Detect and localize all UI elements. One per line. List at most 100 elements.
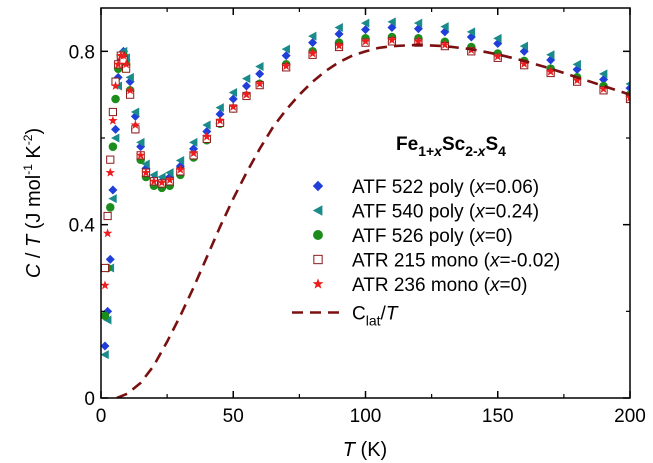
data-point	[228, 88, 238, 97]
data-point	[572, 59, 581, 69]
data-point	[102, 228, 113, 238]
series-layer	[101, 17, 630, 398]
data-point	[255, 69, 265, 79]
y-axis-unit-close: )	[23, 128, 45, 135]
ticks-layer: 0 50 100 150 200 0 0.4 0.8	[69, 8, 646, 427]
data-point	[108, 142, 118, 151]
data-point	[165, 168, 174, 178]
x-tick-label: 200	[614, 406, 646, 427]
data-point	[215, 103, 224, 113]
data-point	[493, 33, 502, 43]
data-point	[440, 22, 449, 32]
legend-item-6: Clat/T	[292, 304, 399, 329]
data-point	[598, 84, 609, 94]
y-tick-label: 0.4	[69, 216, 96, 237]
y-axis-label: C / T (J mol-1 K-2)	[21, 128, 45, 278]
y-tick-label: 0	[84, 389, 95, 410]
data-point	[360, 36, 371, 46]
data-point	[255, 62, 264, 71]
y-axis-sep: /	[23, 247, 45, 264]
legend-label-var: x	[489, 251, 501, 272]
data-point	[157, 177, 167, 187]
legend-label: ATF 522 poly (x=0.06)	[352, 177, 539, 198]
legend-label-var: x	[474, 177, 486, 198]
legend-label-var: x	[474, 226, 486, 247]
legend-marker	[313, 254, 323, 265]
data-point	[110, 81, 121, 90]
data-point	[281, 44, 290, 54]
legend: ATF 522 poly (x=0.06)ATF 540 poly (x=0.2…	[292, 177, 560, 329]
data-point	[572, 75, 582, 85]
data-point	[108, 194, 117, 204]
data-point	[334, 29, 344, 39]
legend-marker	[312, 278, 324, 289]
legend-item-5: ATR 236 mono (x=0)	[312, 275, 527, 296]
data-point	[125, 85, 135, 95]
data-point	[103, 315, 112, 325]
legend-title-fe: Fe	[396, 134, 418, 155]
legend-title-sub3: 2-	[465, 143, 478, 159]
data-point	[493, 51, 503, 61]
data-point	[202, 131, 212, 141]
legend-label-sep: /	[381, 304, 387, 325]
legend-label-post: =0.24)	[485, 202, 539, 223]
data-point	[519, 58, 529, 68]
data-point	[546, 50, 555, 60]
data-point	[334, 40, 344, 50]
data-point	[121, 59, 131, 69]
data-point	[545, 66, 556, 76]
legend-title-sub2: x	[433, 143, 443, 159]
data-point	[308, 31, 317, 41]
legend-title-sub5: 4	[498, 143, 506, 159]
data-point	[215, 115, 225, 125]
legend-label-post: =0)	[499, 275, 527, 296]
data-point	[125, 72, 134, 82]
data-point	[165, 175, 175, 185]
data-point	[175, 156, 185, 166]
y-axis-unit-sup1: -1	[21, 164, 35, 175]
data-point	[202, 120, 211, 130]
y-axis-unit-sup2: -2	[21, 134, 35, 145]
x-tick-label: 0	[96, 406, 107, 427]
data-point	[108, 115, 118, 125]
legend-title-sub4: x	[477, 143, 487, 159]
data-point	[141, 167, 151, 177]
data-point	[111, 133, 120, 143]
data-point	[625, 81, 630, 87]
legend-item-3: ATF 526 poly (x=0)	[313, 226, 513, 247]
series-2	[101, 17, 630, 360]
data-point	[599, 69, 608, 79]
data-point	[440, 39, 450, 49]
data-point	[519, 41, 529, 51]
legend-label-pre: ATF 522 poly (	[352, 177, 476, 198]
data-point	[101, 311, 110, 320]
legend-label-sub: lat	[366, 313, 381, 329]
legend-title: Fe1+xSc2-xS4	[396, 134, 506, 159]
data-point	[135, 150, 146, 160]
data-point	[215, 109, 225, 119]
legend-label-pre: ATF 526 poly (	[352, 226, 476, 247]
legend-label-pre: ATF 540 poly (	[352, 202, 476, 223]
data-point	[281, 61, 291, 71]
y-axis-var-c: C	[23, 263, 45, 278]
legend-label-post: =-0.02)	[499, 251, 560, 272]
data-point	[308, 38, 318, 48]
data-point	[387, 17, 396, 27]
data-point	[101, 341, 110, 351]
x-tick-label: 100	[350, 406, 382, 427]
data-point	[101, 280, 110, 290]
legend-label: ATF 540 poly (x=0.24)	[352, 202, 539, 223]
data-point	[387, 35, 397, 45]
legend-label-post: =0)	[485, 226, 513, 247]
x-tick-label: 50	[223, 406, 244, 427]
data-point	[254, 78, 265, 88]
legend-item-2: ATF 540 poly (x=0.24)	[312, 202, 539, 223]
data-point	[202, 127, 212, 136]
data-point	[130, 107, 140, 117]
legend-label-pre: ATR 236 mono (	[352, 275, 491, 296]
x-axis-unit: (K)	[355, 439, 387, 461]
x-axis-var: T	[343, 439, 357, 461]
data-point	[625, 83, 630, 93]
data-point	[175, 164, 186, 174]
